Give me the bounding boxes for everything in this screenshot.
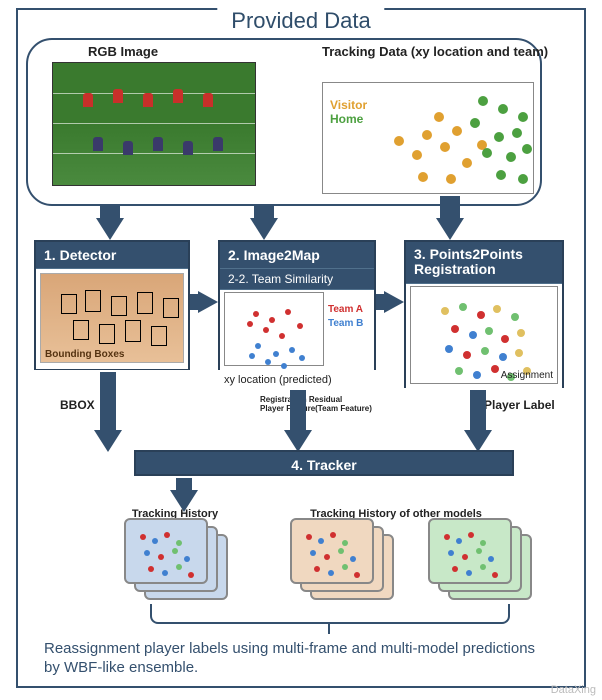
- final-text: Reassignment player labels using multi-f…: [44, 640, 544, 678]
- arrow-icon: [384, 291, 404, 313]
- history-other-1: [276, 510, 406, 610]
- visitor-label: Visitor: [330, 98, 367, 112]
- home-label: Home: [330, 112, 363, 126]
- tracking-label: Tracking Data (xy location and team): [322, 44, 548, 60]
- arrow-icon: [96, 218, 124, 240]
- xy-caption: xy location (predicted): [224, 374, 332, 386]
- rgb-image: [52, 62, 256, 186]
- map-box: [224, 292, 324, 366]
- i2m-out-label: Registration Residual Player Feature(Tea…: [260, 396, 372, 414]
- assignment-box: Assignment: [410, 286, 558, 384]
- step-detector: 1. Detector Bounding Boxes: [34, 240, 190, 370]
- bbox-caption: Bounding Boxes: [45, 349, 124, 360]
- watermark: DataXing: [551, 684, 596, 696]
- rgb-label: RGB Image: [88, 44, 158, 59]
- main-title: Provided Data: [217, 8, 384, 34]
- bbox-image: Bounding Boxes: [40, 273, 184, 363]
- arrow-icon: [284, 430, 312, 452]
- bbox-out-label: BBOX: [60, 398, 95, 412]
- history-other-2: [414, 510, 544, 610]
- arrow-icon: [464, 430, 492, 452]
- step-tracker: 4. Tracker: [134, 450, 514, 476]
- assignment-caption: Assignment: [501, 370, 553, 381]
- step-image2map: 2. Image2Map 2-2. Team Similarity Team A…: [218, 240, 376, 370]
- team-similarity-label: 2-2. Team Similarity: [220, 269, 374, 290]
- p2p-out-label: Player Label: [484, 398, 555, 412]
- arrow-icon: [436, 218, 464, 240]
- teamA-label: Team A: [328, 304, 363, 315]
- arrow-icon: [94, 430, 122, 452]
- teamB-label: Team B: [328, 318, 363, 329]
- step-p2p: 3. Points2Points Registration Assignment: [404, 240, 564, 388]
- arrow-icon: [250, 218, 278, 240]
- bracket: [150, 604, 510, 624]
- arrow-icon: [198, 291, 218, 313]
- history-main: Tracking History: [110, 510, 240, 610]
